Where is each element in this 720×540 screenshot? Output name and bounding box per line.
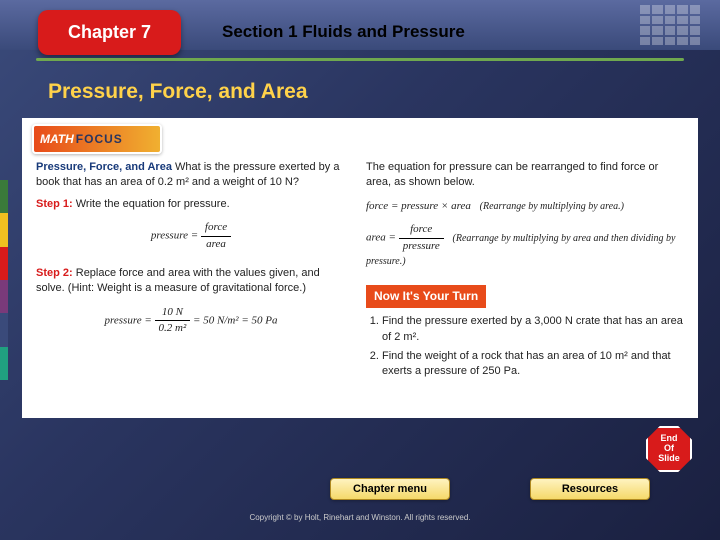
mathfocus-math: MATH	[40, 132, 74, 146]
mathfocus-focus: FOCUS	[76, 132, 123, 146]
end-of-slide-icon[interactable]: End Of Slide	[646, 426, 692, 472]
chapter-pill: Chapter 7	[38, 10, 181, 55]
color-strip	[0, 180, 8, 380]
question-1: Find the pressure exerted by a 3,000 N c…	[382, 314, 686, 345]
eq2-num: 10 N	[155, 305, 191, 321]
mathfocus-badge: MATH FOCUS	[32, 124, 162, 154]
end-l3: Slide	[658, 454, 680, 464]
equation-b: area = force pressure (Rearrange by mult…	[366, 222, 686, 269]
eqB-lhs: area =	[366, 232, 396, 244]
your-turn-bar: Now It's Your Turn	[366, 285, 486, 308]
eq2-result: = 50 N/m² = 50 Pa	[193, 314, 277, 326]
chapter-menu-button[interactable]: Chapter menu	[330, 478, 450, 500]
eqA-paren: (Rearrange by multiplying by area.)	[480, 201, 624, 212]
slide: Chapter 7 Section 1 Fluids and Pressure …	[0, 0, 720, 540]
content-title: Pressure, Force, and Area	[48, 80, 308, 104]
question-list: Find the pressure exerted by a 3,000 N c…	[366, 314, 686, 380]
content-box: MATH FOCUS Pressure, Force, and Area Wha…	[22, 118, 698, 418]
section-title: Section 1 Fluids and Pressure	[222, 22, 465, 42]
grid-decoration	[640, 5, 700, 45]
eq1-lhs: pressure =	[151, 230, 198, 242]
right-column: The equation for pressure can be rearran…	[366, 160, 686, 384]
eq2-lhs: pressure =	[105, 314, 152, 326]
equation-2: pressure = 10 N 0.2 m² = 50 N/m² = 50 Pa	[36, 305, 346, 337]
eqB-num: force	[399, 222, 444, 238]
left-column: Pressure, Force, and Area What is the pr…	[36, 160, 346, 345]
step2-label: Step 2:	[36, 266, 73, 281]
eq1-num: force	[201, 220, 231, 236]
step2-text: Replace force and area with the values g…	[36, 267, 320, 294]
question-2: Find the weight of a rock that has an ar…	[382, 349, 686, 380]
step1-label: Step 1:	[36, 197, 73, 212]
divider	[36, 58, 684, 61]
resources-button[interactable]: Resources	[530, 478, 650, 500]
equation-1: pressure = force area	[36, 220, 346, 252]
eq2-den: 0.2 m²	[155, 321, 191, 336]
step1-text: Write the equation for pressure.	[76, 198, 230, 210]
eqA: force = pressure × area	[366, 200, 471, 212]
left-heading: Pressure, Force, and Area	[36, 161, 172, 173]
equation-a: force = pressure × area (Rearrange by mu…	[366, 199, 686, 214]
right-intro: The equation for pressure can be rearran…	[366, 160, 686, 191]
eqB-den: pressure	[399, 239, 444, 254]
copyright: Copyright © by Holt, Rinehart and Winsto…	[0, 513, 720, 522]
eq1-den: area	[201, 237, 231, 252]
